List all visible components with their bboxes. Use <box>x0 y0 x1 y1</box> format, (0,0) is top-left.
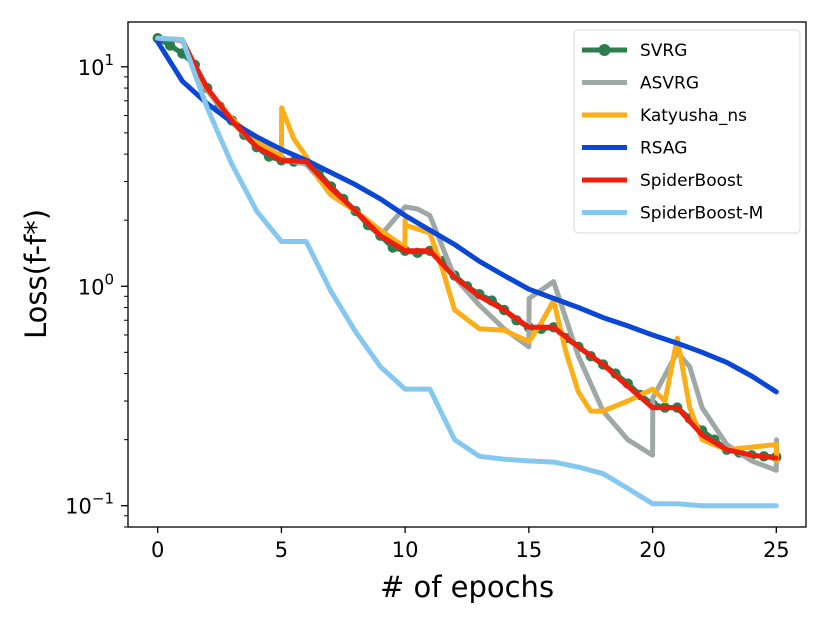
series-line-spiderboost <box>155 35 779 461</box>
legend-item-svrg: SVRG <box>582 41 687 61</box>
y-tick-label: 10−1 <box>65 490 114 519</box>
legend-item-spiderboost-m: SpiderBoost-M <box>582 204 763 224</box>
legend-item-spiderboost: SpiderBoost <box>582 171 743 191</box>
series-rsag <box>155 39 779 395</box>
y-axis-ticks: 10−1 100 101 <box>65 51 128 528</box>
series-layer <box>152 33 782 509</box>
x-tick-label: 5 <box>275 538 288 562</box>
legend-marker <box>598 44 611 56</box>
series-spiderboost <box>155 35 779 461</box>
x-tick-label: 15 <box>515 538 542 562</box>
series-katyusha-ns <box>155 35 780 464</box>
plot-frame <box>127 21 807 528</box>
legend-item-asvrg: ASVRG <box>582 74 699 94</box>
x-axis-label: # of epochs <box>380 570 554 604</box>
legend-label: SpiderBoost-M <box>640 204 763 224</box>
x-tick-label: 20 <box>639 538 666 562</box>
series-line-rsag <box>155 39 779 395</box>
series-line-katyusha-ns <box>155 35 780 464</box>
legend-item-katyusha-ns: Katyusha_ns <box>582 106 747 126</box>
legend-label: SVRG <box>640 41 687 61</box>
legend-label: Katyusha_ns <box>640 106 747 126</box>
legend-label: SpiderBoost <box>640 171 743 191</box>
series-spiderboost-m <box>155 35 779 509</box>
y-axis-label: Loss(f-f*) <box>19 209 53 339</box>
legend-label: RSAG <box>640 139 687 159</box>
y-tick-label: 100 <box>78 270 114 299</box>
x-tick-label: 10 <box>392 538 419 562</box>
series-line-spiderboost-m <box>155 35 779 509</box>
y-tick-label: 101 <box>78 51 114 80</box>
x-tick-label: 0 <box>151 538 164 562</box>
x-tick-label: 25 <box>763 538 790 562</box>
data-point-svrg <box>164 40 176 51</box>
legend: SVRG ASVRG Katyusha_ns RSAG SpiderBoost Spide… <box>573 29 801 234</box>
x-axis-ticks: 0 5 10 15 20 25 <box>151 527 790 562</box>
legend-frame <box>573 29 801 234</box>
legend-label: ASVRG <box>640 74 699 94</box>
legend-item-rsag: RSAG <box>582 139 687 159</box>
